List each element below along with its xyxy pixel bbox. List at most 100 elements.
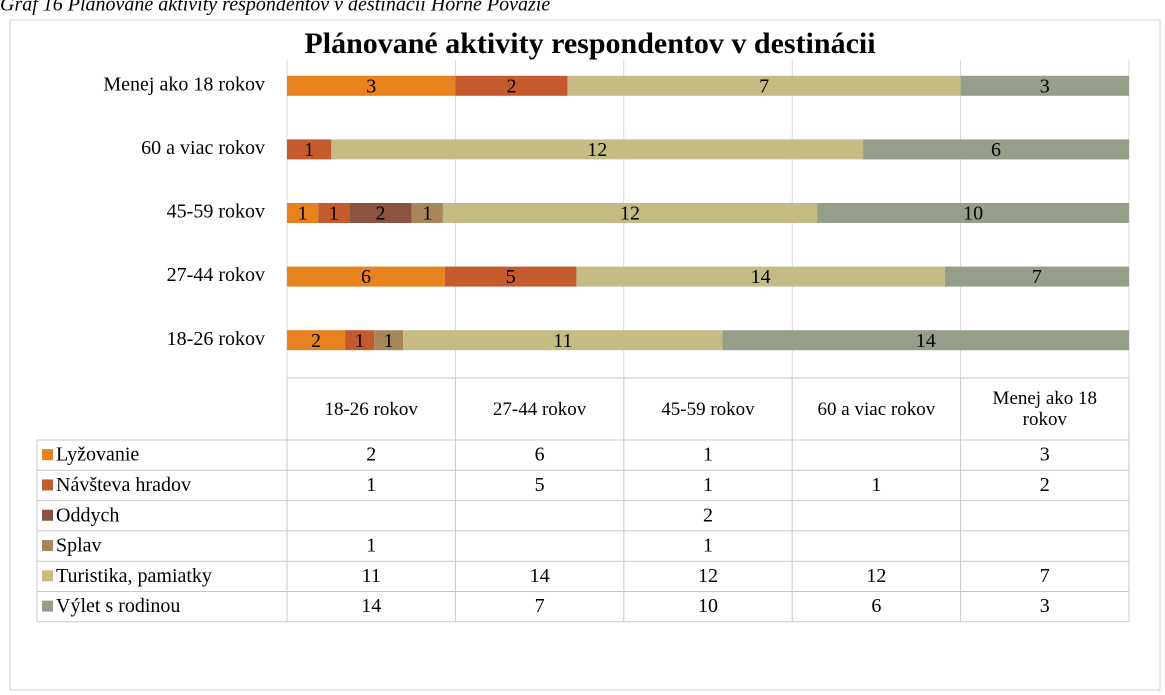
legend-label: Návšteva hradov	[56, 474, 191, 496]
legend-swatch	[42, 570, 53, 582]
table-value: 7	[535, 595, 545, 617]
data-label: 11	[553, 330, 572, 352]
caption: Graf 16 Plánované aktivity respondentov …	[0, 0, 550, 16]
bar-segment	[817, 203, 1129, 223]
data-label: 1	[384, 330, 394, 352]
column-label: 60 a viac rokov	[817, 398, 936, 420]
data-label: 7	[759, 75, 769, 97]
column-label: 27-44 rokov	[492, 398, 587, 420]
data-label: 2	[376, 203, 386, 225]
table-value: 14	[361, 595, 381, 617]
data-label: 6	[991, 139, 1001, 161]
table-header: Menej ako 18 rokov	[961, 378, 1129, 440]
data-label: 14	[751, 266, 771, 288]
table-value: 1	[703, 444, 713, 466]
table-value: 1	[871, 474, 881, 496]
bar-segment	[722, 330, 1129, 351]
data-label: 10	[963, 203, 983, 225]
bar-segment	[287, 75, 456, 96]
table-value: 1	[703, 535, 713, 557]
chart-frame	[9, 19, 1161, 691]
legend-label: Oddych	[56, 504, 119, 526]
y-tick-label: 18-26 rokov	[167, 328, 265, 350]
column-label: Menej ako 18 rokov	[992, 388, 1098, 430]
legend-swatch	[42, 509, 53, 521]
table-header: 45-59 rokov	[624, 378, 792, 440]
column-label: 45-59 rokov	[661, 398, 755, 420]
table-header-cell: 27-44 rokov	[455, 378, 623, 440]
table-value: 12	[866, 565, 886, 587]
data-label: 6	[361, 266, 371, 288]
data-label: 2	[507, 75, 517, 97]
data-label: 1	[355, 330, 365, 352]
bar-segment	[287, 139, 332, 160]
data-label: 12	[587, 139, 607, 161]
chart-title: Plánované aktivity respondentov v destin…	[304, 27, 875, 60]
data-label: 14	[916, 330, 936, 352]
table-value: 2	[366, 444, 376, 466]
table-value: 5	[535, 474, 545, 496]
y-tick-label: 60 a viac rokov	[141, 137, 265, 159]
data-label: 2	[311, 330, 321, 352]
bar-segment	[455, 75, 568, 96]
table-value: 6	[535, 444, 545, 466]
legend-swatch	[42, 540, 53, 552]
table-header-cell: 18-26 rokov	[287, 378, 455, 440]
table-value: 2	[1040, 474, 1050, 496]
bar-segment	[345, 330, 375, 351]
bar-segment	[576, 266, 945, 287]
table-value: 6	[871, 595, 881, 617]
data-label: 1	[422, 203, 432, 225]
bar-segment	[349, 203, 412, 223]
table-header: 60 a viac rokov	[792, 378, 960, 440]
table-value: 12	[698, 565, 718, 587]
data-label: 12	[620, 203, 640, 225]
bar-segment	[287, 203, 319, 223]
y-tick-label: Menej ako 18 rokov	[103, 73, 265, 95]
table-value: 3	[1040, 595, 1050, 617]
y-tick-label: 45-59 rokov	[167, 201, 265, 223]
legend-label: Splav	[56, 535, 102, 557]
table-value: 10	[698, 595, 718, 617]
data-label: 5	[506, 266, 516, 288]
table-header-cell: Menej ako 18 rokov	[961, 378, 1129, 440]
y-tick-label: 27-44 rokov	[167, 264, 265, 286]
table-value: 1	[366, 474, 376, 496]
data-label: 3	[1040, 75, 1050, 97]
bar-segment	[331, 139, 864, 160]
bar-segment	[287, 266, 445, 287]
data-label: 1	[329, 203, 339, 225]
table-value: 11	[362, 565, 381, 587]
legend-swatch	[42, 479, 53, 491]
bar-segment	[403, 330, 723, 351]
data-label: 7	[1032, 266, 1042, 288]
legend-label: Turistika, pamiatky	[56, 565, 212, 587]
legend-swatch	[42, 449, 53, 461]
table-value: 3	[1040, 444, 1050, 466]
bar-segment	[444, 266, 577, 287]
bar-segment	[287, 330, 346, 351]
bar-segment	[944, 266, 1129, 287]
legend-label: Výlet s rodinou	[56, 595, 180, 617]
data-label: 1	[304, 139, 314, 161]
table-value: 14	[530, 565, 550, 587]
data-label: 3	[366, 75, 376, 97]
bar-segment	[960, 75, 1129, 96]
bar-segment	[374, 330, 404, 351]
table-value: 2	[703, 504, 713, 526]
bar-segment	[442, 203, 818, 223]
table-header: 27-44 rokov	[455, 378, 623, 440]
table-header: 18-26 rokov	[287, 378, 455, 440]
table-value: 1	[366, 535, 376, 557]
table-header-cell: 45-59 rokov	[624, 378, 792, 440]
bar-segment	[411, 203, 443, 223]
column-label: 18-26 rokov	[324, 398, 418, 420]
table-header-cell: 60 a viac rokov	[792, 378, 960, 440]
bar-segment	[863, 139, 1129, 160]
bar-segment	[567, 75, 961, 96]
legend-swatch	[42, 600, 53, 612]
legend-label: Lyžovanie	[56, 444, 139, 466]
table-value: 7	[1040, 565, 1050, 587]
table-value: 1	[703, 474, 713, 496]
